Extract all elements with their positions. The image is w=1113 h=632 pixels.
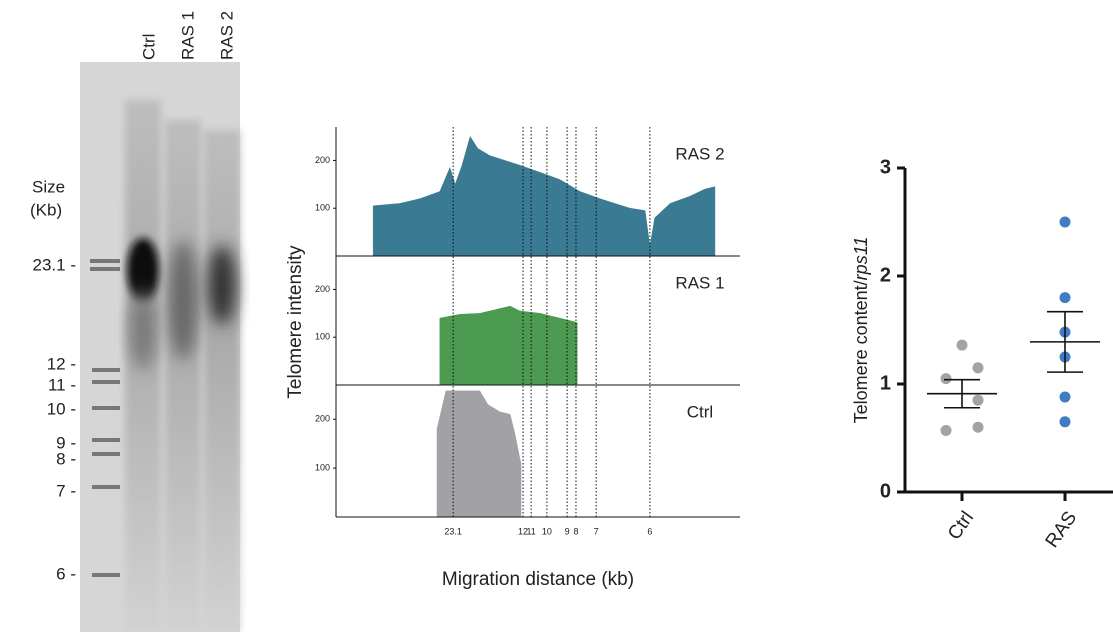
size-title: Size <box>32 177 65 196</box>
figure: Ctrl RAS 1 RAS 2 Size (Kb) 23.1 - 12 - 11 … <box>0 0 1113 632</box>
gel-image <box>80 62 240 632</box>
y-axis-label: Telomere content/rps11 <box>851 237 871 424</box>
dot <box>1060 217 1071 228</box>
dot <box>1060 292 1071 303</box>
y-tick-label: 100 <box>315 462 330 472</box>
x-axis-label: Migration distance (kb) <box>442 569 634 590</box>
y-tick-label: 0 <box>880 480 891 502</box>
y-tick-label: 200 <box>315 414 330 424</box>
size-marker: 12 - <box>47 354 76 373</box>
y-tick-label: 100 <box>315 203 330 213</box>
x-tick-label: 23.1 <box>444 526 462 536</box>
size-unit: (Kb) <box>30 200 62 219</box>
dot <box>973 395 984 406</box>
x-tick-label: 6 <box>647 526 652 536</box>
panel-label: RAS 1 <box>675 273 724 292</box>
x-tick-label: 7 <box>594 526 599 536</box>
y-axis-label-part: Telomere content/ <box>851 280 871 423</box>
dot <box>1060 391 1071 402</box>
size-marker: 7 - <box>56 481 76 500</box>
y-tick-label: 200 <box>315 155 330 165</box>
y-tick-label: 200 <box>315 284 330 294</box>
x-tick-label: 10 <box>542 526 552 536</box>
area <box>440 306 577 385</box>
x-tick-label: 9 <box>565 526 570 536</box>
dot <box>941 425 952 436</box>
dot <box>973 362 984 373</box>
x-tick-label: 8 <box>573 526 578 536</box>
area <box>373 137 715 256</box>
panel-label: Ctrl <box>687 402 713 421</box>
area <box>437 391 521 517</box>
lane-label: Ctrl <box>139 34 158 60</box>
size-marker: 8 - <box>56 449 76 468</box>
dot <box>957 340 968 351</box>
scatter-chart: 0 1 2 3 Ctrl RAS Telomere content/rps11 <box>851 156 1113 551</box>
dot <box>973 422 984 433</box>
marker-labels: 23.1 -12 -11 -10 -9 -8 -7 -6 - <box>33 255 76 583</box>
size-marker: 11 - <box>48 375 76 394</box>
dot <box>1060 416 1071 427</box>
x-tick-label: Ctrl <box>944 508 978 544</box>
y-tick-label: 1 <box>880 372 891 394</box>
x-tick-label: 11 <box>526 526 535 536</box>
x-tick-label: RAS <box>1042 508 1082 552</box>
y-tick-label: 2 <box>880 264 891 286</box>
size-marker: 10 - <box>47 399 76 418</box>
dot <box>941 373 952 384</box>
y-axis-label: Telomere intensity <box>285 245 306 399</box>
y-tick-label: 100 <box>315 332 330 342</box>
lane-label: RAS 2 <box>217 11 236 60</box>
y-axis-label-part: rps11 <box>851 237 871 281</box>
size-marker: 23.1 - <box>33 255 76 274</box>
panel-label: RAS 2 <box>675 144 724 163</box>
y-tick-label: 3 <box>880 156 891 178</box>
size-marker: 6 - <box>56 564 76 583</box>
lane-label: RAS 1 <box>178 11 197 60</box>
